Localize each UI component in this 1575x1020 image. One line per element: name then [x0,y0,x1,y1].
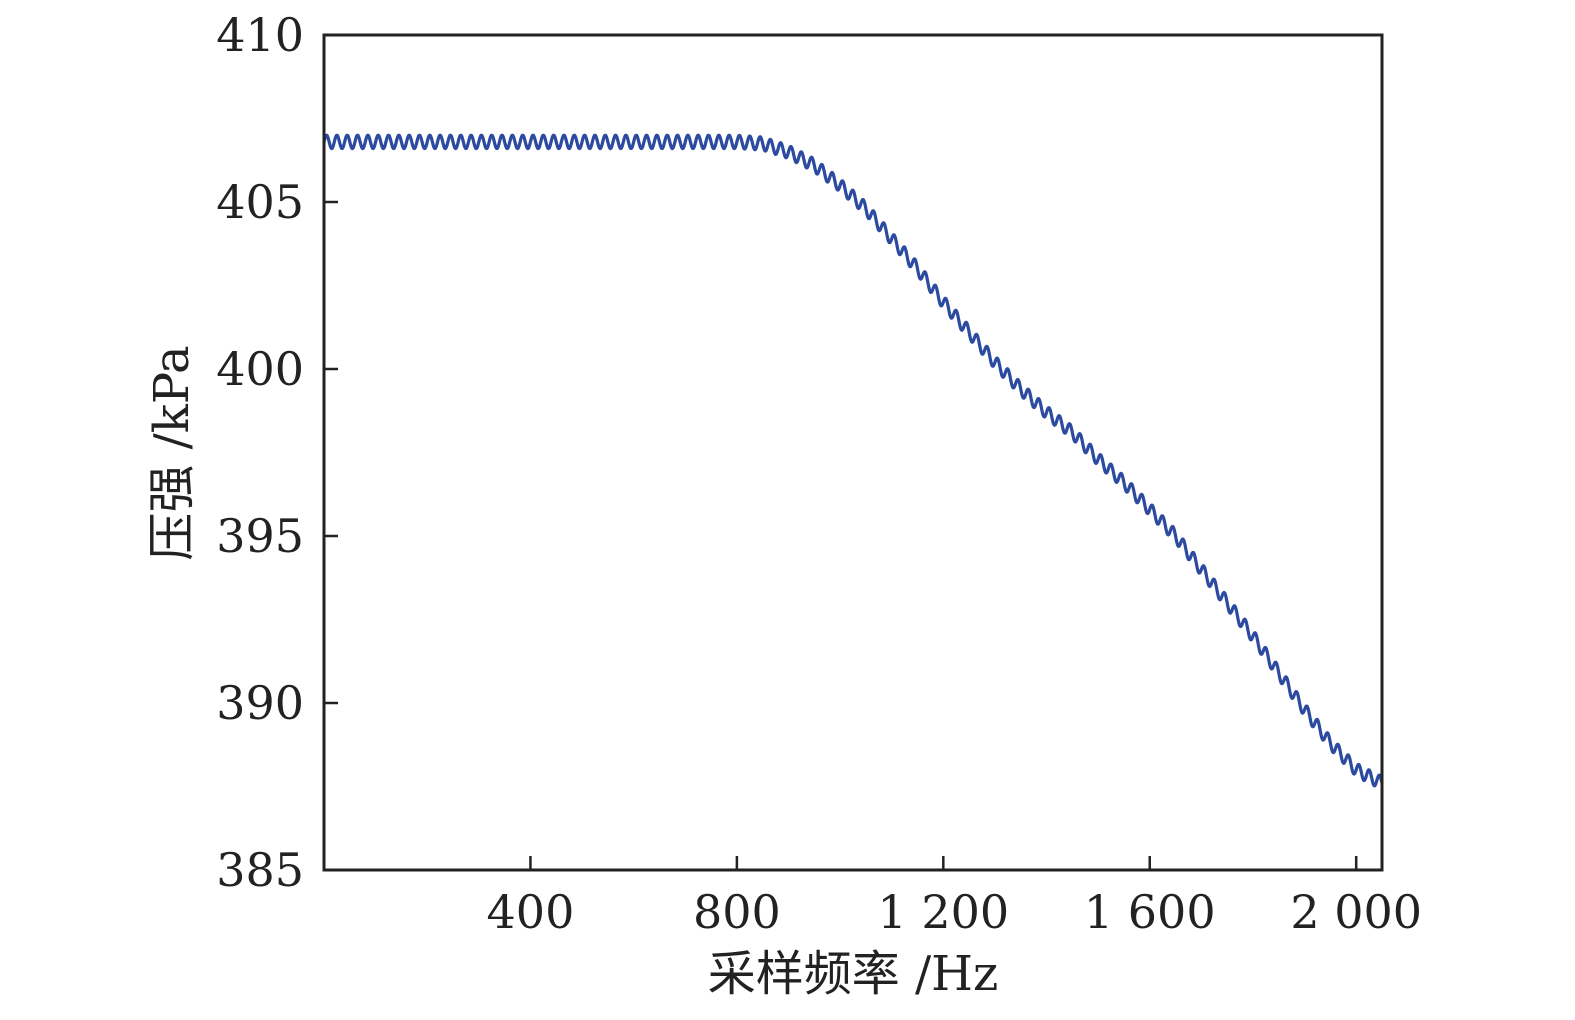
y-tick-label: 410 [216,8,304,62]
y-tick-label: 405 [216,175,304,229]
y-tick-label: 385 [216,843,304,897]
plot-layer [322,133,1384,788]
x-axis-title: 采样频率 /Hz [708,946,999,1002]
x-tick-label: 1 200 [877,885,1009,939]
x-tick-label: 1 600 [1084,885,1216,939]
x-tick-label: 400 [487,885,575,939]
plot-frame [322,33,1384,872]
y-axis: 385 390 395 400 405 410 [216,8,338,897]
y-tick-label: 400 [216,342,304,396]
x-axis: 400 800 1 200 1 600 2 000 [487,856,1422,939]
y-tick-label: 390 [216,676,304,730]
y-axis-title: 压强 /kPa [144,345,200,560]
pressure-series-line [322,133,1384,788]
x-tick-label: 2 000 [1290,885,1422,939]
y-tick-label: 395 [216,509,304,563]
x-tick-label: 800 [693,885,781,939]
